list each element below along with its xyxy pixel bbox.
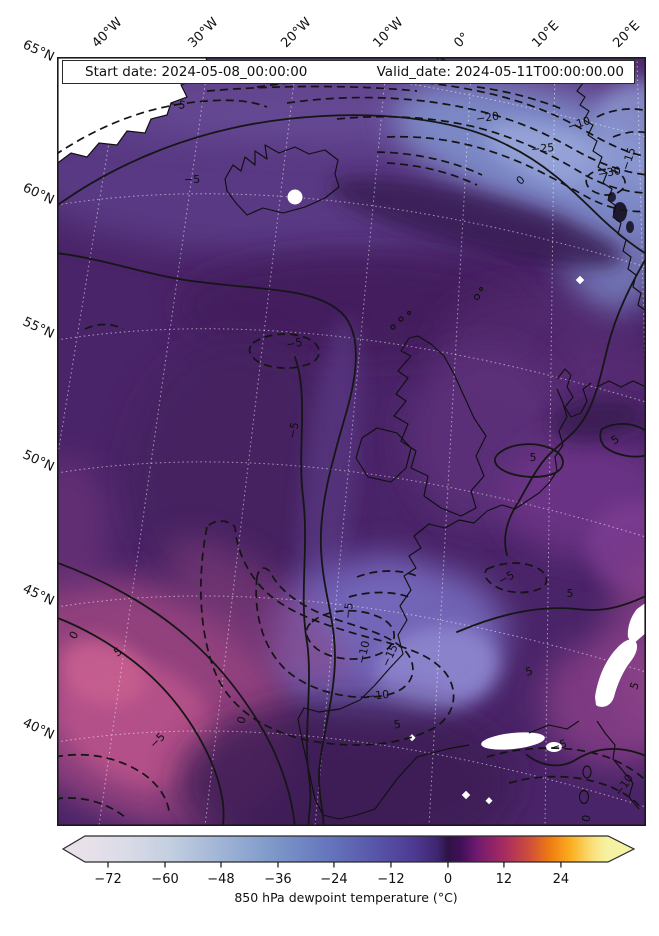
contour-label: −5: [341, 602, 356, 619]
norway-coast: [576, 74, 646, 312]
lon-tick-label: 0°: [451, 29, 473, 51]
contour-label: 5: [393, 718, 402, 732]
graticule: [57, 57, 646, 826]
colorbar-tick-label: 0: [444, 872, 452, 887]
lon-tick-label: 20°E: [610, 18, 644, 51]
colorbar-tick-label: −24: [320, 872, 347, 887]
colorbar-tick-label: −48: [207, 872, 234, 887]
denmark-coast: [556, 368, 646, 418]
lat-tick-label: 45°N: [20, 581, 57, 609]
lat-tick-label: 65°N: [20, 37, 57, 65]
colorbar-tick-label: −60: [151, 872, 178, 887]
contour-label: −5: [549, 737, 568, 754]
contour-label: −5: [285, 336, 303, 352]
colorbar-tick-label: −12: [377, 872, 404, 887]
colorbar-tick-label: −72: [94, 872, 121, 887]
valid-date-label: Valid_date: 2024-05-11T00:00:00.00: [376, 64, 624, 80]
dewpoint-map: −5−5−25−20−10−25−15−300−5−555−5−5−10−15−…: [57, 57, 646, 826]
norway-terrain: [613, 202, 627, 222]
alps-mask-east: [627, 602, 646, 645]
contour-label: −5: [169, 97, 187, 112]
lon-tick-label: 20°W: [278, 15, 315, 51]
contour-label: −10: [365, 688, 389, 703]
lon-tick-label: 30°W: [185, 15, 222, 51]
contour-label: −5: [184, 173, 200, 186]
ireland-coast: [355, 427, 412, 483]
contour-label: 0: [580, 814, 594, 823]
colorbar-tick-label: −36: [264, 872, 291, 887]
contour-label: 5: [567, 587, 574, 600]
title-bar: Start date: 2024-05-08_00:00:00 Valid_da…: [62, 60, 635, 84]
contour-label: 5: [530, 451, 537, 464]
alps-mask: [595, 639, 638, 707]
contour-label: 5: [627, 680, 642, 691]
iceland-coast: [224, 144, 340, 216]
iceland-glacier: [287, 189, 303, 205]
colorbar-title: 850 hPa dewpoint temperature (°C): [234, 890, 457, 905]
lon-tick-label: 10°W: [370, 15, 407, 51]
contours-dashed: [57, 78, 646, 818]
pyrenees-mask: [481, 732, 545, 750]
contour-label: 5: [524, 664, 534, 678]
contour-label: 0: [234, 715, 248, 725]
colorbar-ticks: −72 −60 −48 −36 −24 −12 0 12 24: [94, 862, 569, 887]
great-britain-coast: [393, 335, 487, 517]
lat-tick-label: 60°N: [20, 180, 57, 208]
lat-tick-label: 50°N: [20, 447, 57, 475]
contour-label: −25: [531, 141, 555, 156]
start-date-label: Start date: 2024-05-08_00:00:00: [85, 64, 308, 80]
colorbar-tick-label: 12: [496, 872, 513, 887]
map-frame: [57, 57, 646, 826]
continent-coast: [297, 510, 488, 820]
coastlines: [224, 74, 646, 820]
colorbar-tick-label: 24: [553, 872, 570, 887]
contour-label: −30: [597, 164, 622, 181]
lon-tick-label: 10°E: [529, 18, 563, 51]
lat-tick-label: 40°N: [20, 715, 57, 743]
contour-label: −20: [475, 109, 500, 125]
contours-solid: [57, 114, 646, 826]
mediterranean-coast: [374, 720, 640, 810]
contour-label: −10: [355, 640, 373, 665]
lon-tick-label: 40°W: [89, 15, 126, 51]
contour-label: −5: [286, 421, 302, 440]
colorbar-bar: [61, 835, 636, 863]
colorbar: −72 −60 −48 −36 −24 −12 0 12 24 850 hPa dewpoint…: [61, 835, 636, 905]
lat-tick-label: 55°N: [20, 314, 57, 342]
dewpoint-fill-field: [57, 57, 646, 826]
